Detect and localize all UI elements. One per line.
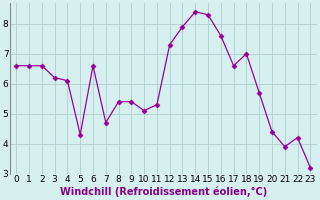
X-axis label: Windchill (Refroidissement éolien,°C): Windchill (Refroidissement éolien,°C) (60, 187, 267, 197)
